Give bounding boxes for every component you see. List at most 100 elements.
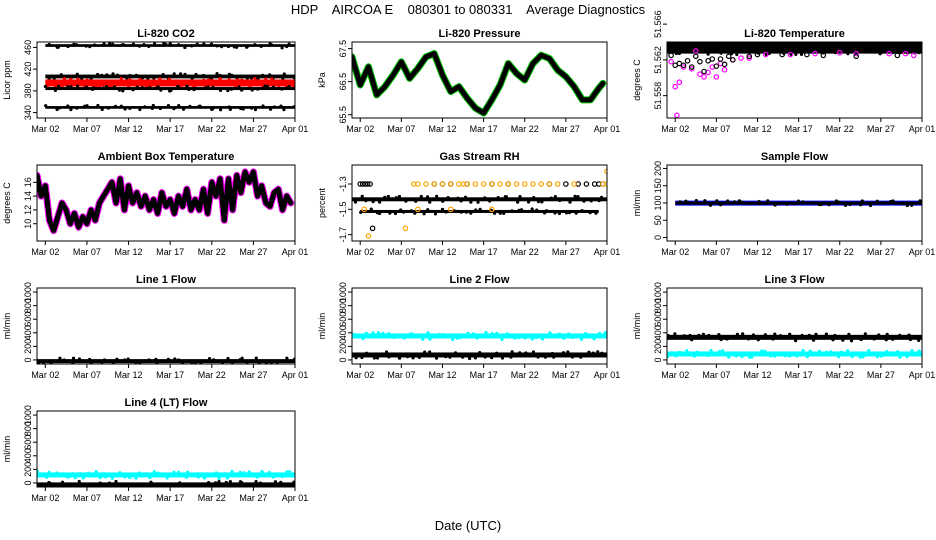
line-3-flow-line-3-flow-low-point [829, 350, 833, 354]
gas-stream-rh-rh-main-level-point [589, 199, 593, 203]
gas-stream-rh-rh-lower-level-point [369, 207, 373, 211]
line-2-flow-line-2-flow-low-point [384, 350, 389, 354]
line-3-flow-line-3-flow-low-point [709, 348, 713, 353]
sample-flow-sample-flow-point [910, 203, 914, 207]
line-3-flow-line-3-flow-high-point [884, 338, 888, 342]
line-1-flow-ytick-label: 400 [23, 325, 33, 340]
sample-flow-sample-flow-point [792, 202, 796, 206]
gas-stream-rh-rh-alternate-point [439, 181, 446, 187]
line-3-flow-line-3-flow-low-point [850, 354, 854, 359]
line-4-lt-flow-line-4-flow-low-point [228, 479, 232, 484]
li820-temperature-ytick-label: 51.562 [653, 46, 663, 74]
line-4-lt-flow-line-4-flow-low-point [77, 479, 81, 484]
line-4-lt-flow-line-4-flow-high-point [260, 470, 264, 474]
gas-stream-rh-rh-alternate-point [538, 181, 544, 187]
sample-flow-sample-flow-point [773, 203, 777, 207]
li820-temperature-temperature-excursions-point [746, 55, 753, 61]
li820-co2-standard-1-point [272, 105, 276, 109]
li820-co2-standard-1-point [253, 108, 258, 112]
li820-co2-standard-4-point [235, 45, 239, 49]
line-2-flow-xtick-label: Mar 22 [511, 370, 539, 380]
li820-temperature-temperature-excursions-point [853, 50, 859, 57]
line-4-lt-flow-line-4-flow-high-point [267, 470, 272, 475]
li820-co2-standard-2-point [135, 85, 139, 89]
gas-stream-rh-rh-main-level-point [364, 199, 368, 203]
line-2-flow-line-2-flow-low-point [372, 356, 377, 360]
li820-co2-standard-3-point [261, 73, 265, 77]
li820-temperature-temperature-outliers-point [730, 57, 736, 63]
line-4-lt-flow-line-4-flow-high-point [148, 475, 152, 480]
line-1-flow-line-1-flow-point [122, 358, 127, 362]
li820-temperature-xtick-label: Mar 22 [826, 124, 854, 134]
gas-stream-rh-rh-lower-level-point [401, 210, 406, 214]
line-2-flow-line-2-flow-high-point [451, 337, 455, 342]
li820-co2-sample-air-point [264, 77, 268, 81]
line-4-lt-flow-xtick-label: Mar 22 [198, 493, 226, 503]
line-4-lt-flow-line-4-flow-high-point [94, 469, 98, 474]
gas-stream-rh-rh-main-level-point [456, 196, 460, 200]
line-2-flow-ytick-label: 0 [338, 357, 348, 362]
line-4-lt-flow-line-4-flow-high-point [134, 476, 138, 480]
sample-flow-sample-flow-point [836, 200, 841, 204]
line-1-flow-line-1-flow-point [245, 360, 249, 364]
gas-stream-rh-rh-upper-level-point [364, 181, 371, 187]
ambient-box-temperature-ytick-label: 14 [23, 191, 33, 201]
line-3-flow-line-3-flow-low-point [846, 349, 850, 353]
sample-flow-sample-flow-point [859, 203, 863, 207]
li820-co2-standard-3-point [140, 76, 145, 80]
gas-stream-rh-rh-alternate-point [489, 206, 495, 213]
line-2-flow-line-2-flow-high-point [534, 336, 538, 340]
line-4-lt-flow-xtick-label: Mar 27 [239, 493, 267, 503]
gas-stream-rh-rh-main-level-point [476, 200, 480, 204]
line-2-flow-line-2-flow-low-point [354, 356, 358, 360]
gas-stream-rh-rh-alternate-point [447, 206, 454, 213]
line-3-flow-line-3-flow-high-point [688, 333, 692, 338]
gas-stream-rh-rh-main-level-point [469, 200, 473, 204]
gas-stream-rh-rh-alternate-point [415, 206, 421, 213]
sample-flow-sample-flow-point [748, 202, 752, 206]
li820-temperature-temperature-excursions-point [836, 49, 843, 56]
li820-co2-standard-1-point [85, 104, 89, 108]
line-1-flow-line-1-flow-point [88, 357, 92, 362]
line-2-flow-line-2-flow-high-point [475, 336, 479, 340]
line-2-flow-line-2-flow-high-point [471, 332, 475, 336]
li820-temperature-temperature-outliers-point [721, 61, 728, 68]
line-2-flow-line-2-flow-high-point [376, 331, 381, 335]
line-1-flow-xtick-label: Mar 02 [31, 370, 59, 380]
line-2-flow-xtick-label: Mar 27 [552, 370, 580, 380]
line-4-lt-flow-line-4-flow-low-band [37, 482, 295, 487]
ambient-box-temperature-xtick-label: Mar 02 [31, 247, 59, 257]
line-4-lt-flow-frame [36, 410, 296, 488]
line-2-flow-xtick-label: Mar 02 [346, 370, 374, 380]
li820-co2-standard-2-point [280, 87, 284, 91]
li820-co2-standard-4-point [102, 42, 106, 46]
sample-flow-sample-flow-point [891, 199, 895, 203]
line-3-flow-line-3-flow-high-point [778, 334, 783, 338]
li820-co2-standard-3-point [249, 76, 254, 80]
li820-temperature-temperature-excursions-point [886, 50, 892, 57]
sample-flow-xtick-label: Mar 22 [826, 247, 854, 257]
gas-stream-rh-frame [351, 164, 608, 242]
line-3-flow-line-3-flow-low-point [727, 355, 731, 359]
li820-pressure-xtick-label: Apr 01 [594, 124, 621, 134]
line-2-flow-line-2-flow-high-point [410, 332, 414, 336]
li820-co2-standard-1-point [69, 107, 73, 112]
line-1-flow-line-1-flow-point [220, 361, 225, 364]
line-3-flow-line-3-flow-low-point [769, 354, 773, 358]
li820-temperature-temperature-outliers-point [668, 52, 674, 59]
li820-co2-standard-4-point [176, 43, 181, 47]
line-2-flow-xtick-label: Mar 17 [470, 370, 498, 380]
gas-stream-rh-rh-lower-level-point [519, 208, 524, 212]
line-3-flow-frame [666, 287, 923, 365]
li820-co2-standard-2-point [69, 85, 73, 89]
line-4-lt-flow-line-4-flow-high-point [242, 471, 246, 475]
line-3-flow-line-3-flow-high-point [891, 337, 895, 341]
li820-temperature-temperature-point [794, 52, 798, 57]
line-4-lt-flow-xtick-label: Mar 02 [31, 493, 59, 503]
gas-stream-rh-rh-lower-level-point [544, 209, 549, 213]
gas-stream-rh-xtick-label: Mar 22 [511, 247, 539, 257]
gas-stream-rh-rh-lower-level-point [433, 212, 438, 216]
gas-stream-rh-ylabel: percent [317, 187, 327, 218]
li820-co2-sample-air-point [210, 78, 215, 83]
li820-co2-ytick-label: 420 [23, 62, 33, 77]
